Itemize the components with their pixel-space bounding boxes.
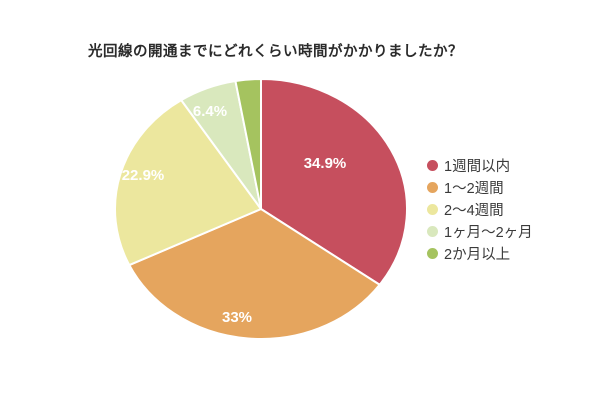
pie-slice-label-0: 34.9% — [304, 155, 347, 172]
legend-swatch-icon — [427, 203, 438, 215]
legend-item-2: 2〜4週間 — [427, 198, 533, 220]
legend-label: 2か月以上 — [444, 246, 511, 263]
legend-label: 1ヶ月〜2ヶ月 — [444, 224, 533, 241]
pie-slice-label-1: 33% — [222, 309, 252, 326]
legend: 1週間以内 1〜2週間 2〜4週間 1ヶ月〜2ヶ月 2か月以上 — [427, 154, 533, 264]
legend-swatch-icon — [427, 247, 438, 259]
legend-item-3: 1ヶ月〜2ヶ月 — [427, 220, 533, 242]
legend-label: 1〜2週間 — [444, 180, 504, 197]
legend-swatch-icon — [427, 225, 438, 237]
legend-swatch-icon — [427, 181, 438, 193]
pie-slice-2 — [114, 99, 262, 267]
pie-slice-4 — [234, 78, 262, 210]
legend-label: 2〜4週間 — [444, 202, 504, 219]
pie-slice-label-2: 22.9% — [122, 167, 165, 184]
legend-label: 1週間以内 — [444, 158, 511, 175]
legend-swatch-icon — [427, 159, 438, 171]
legend-item-4: 2か月以上 — [427, 242, 533, 264]
chart-title: 光回線の開通までにどれくらい時間がかかりましたか？ — [88, 44, 463, 60]
pie-slice-0 — [260, 78, 408, 286]
legend-item-1: 1〜2週間 — [427, 176, 533, 198]
legend-item-0: 1週間以内 — [427, 154, 533, 176]
pie-slice-label-3: 6.4% — [193, 103, 227, 120]
pie-slice-1 — [128, 208, 381, 340]
